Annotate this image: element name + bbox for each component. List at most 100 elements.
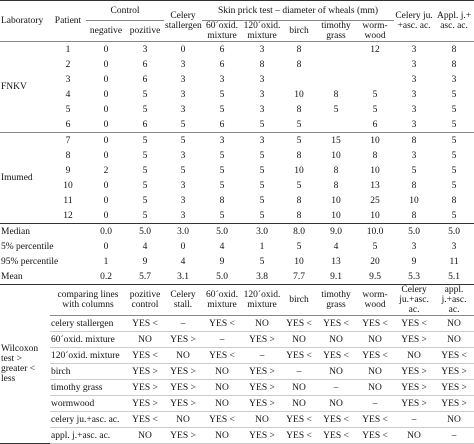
table-cell: 5 [259, 119, 265, 130]
table-cell: 5 [142, 180, 148, 191]
table-row: 2 0 6 3 6 8 8 3 8 [0, 57, 474, 72]
table-cell: 5 [259, 256, 265, 267]
table-cell: NO [316, 363, 356, 380]
table-cell: NO [394, 347, 435, 364]
table-cell: NO [202, 427, 242, 444]
table-cell: YES > [394, 363, 435, 380]
table-cell: 10 [63, 180, 73, 191]
table-cell: – [434, 427, 474, 444]
table-cell: 0 [103, 180, 109, 191]
table-cell: YES > [242, 379, 282, 396]
table-cell: YES > [242, 363, 282, 380]
table-cell: 3 [180, 180, 186, 191]
table-cell: 6 [219, 119, 225, 130]
table-cell: 0 [180, 241, 186, 252]
table-cell: 0 [103, 59, 109, 70]
table-cell: YES < [282, 315, 316, 332]
table-row: birch YES > YES > NO YES > – NO NO YES > YES > [0, 363, 474, 380]
column-header: pozitive [129, 26, 161, 36]
table-cell: YES > [164, 363, 202, 380]
column-header: Celery stall. [164, 284, 202, 316]
table-cell: YES < [126, 315, 164, 332]
table-cell: YES < [282, 411, 316, 428]
column-header: Laboratory [1, 16, 44, 26]
table-cell: – [316, 379, 356, 396]
table-cell: YES < [316, 315, 356, 332]
table-cell: 25 [370, 195, 380, 206]
table-cell: YES > [164, 379, 202, 396]
table-cell: 5 [451, 135, 457, 146]
table-cell: 3 [451, 241, 457, 252]
row-label: celery stallergen [50, 315, 126, 332]
row-label: birch [50, 363, 126, 380]
table-cell: 3 [142, 44, 148, 55]
column-header: Appl. j.+ asc. ac. [436, 11, 472, 31]
table-row: 6 0 6 5 6 5 5 6 3 5 [0, 117, 474, 133]
table-cell: YES > [126, 363, 164, 380]
table-cell: 4 [65, 89, 71, 100]
table-cell: 0 [103, 195, 109, 206]
column-header: Patient [54, 16, 82, 26]
table-cell: NO [356, 363, 395, 380]
table-cell: YES < [202, 347, 242, 364]
table-row: celery ju.+asc. ac. YES < NO YES < NO YES < YE… [0, 411, 474, 428]
row-label: 60´oxid. mixture [50, 331, 126, 348]
table-cell: 11 [63, 195, 73, 206]
table-cell: NO [434, 315, 474, 332]
table-cell: 5 [180, 119, 186, 130]
table-cell: 7.7 [293, 271, 305, 282]
table-cell: 9.5 [369, 271, 381, 282]
table-cell: 0 [103, 104, 109, 115]
table-cell: 0 [103, 135, 109, 146]
table-cell: NO [394, 427, 435, 444]
table-cell: 8 [451, 195, 457, 206]
table-cell: 3 [180, 210, 186, 221]
table-row: Laboratory Patient Control Celery stallerge… [0, 0, 474, 31]
column-header: worm-wood [356, 284, 395, 316]
column-header: 120´oxid. mixture [243, 21, 281, 41]
table-cell: YES > [126, 395, 164, 412]
table-cell: YES > [164, 395, 202, 412]
table-cell: 5 [219, 210, 225, 221]
table-cell: 13 [370, 180, 380, 191]
table-cell: 6 [142, 119, 148, 130]
column-header: 60´oxid. mixture [206, 21, 238, 41]
table-cell: 5 [142, 195, 148, 206]
table-cell: 5 [142, 89, 148, 100]
table-cell: 5 [451, 104, 457, 115]
table-row: appl. j.+asc. ac. NO YES > NO YES > YES < YES … [0, 427, 474, 444]
table-cell: YES < [356, 347, 395, 364]
table-cell: 3 [180, 59, 186, 70]
table-cell: 8 [411, 135, 417, 146]
table-cell: NO [434, 411, 474, 428]
table-row: wormwood YES > YES > NO YES > NO NO – YES > YES > [0, 395, 474, 412]
table-row: 12 0 5 3 5 5 8 10 10 8 5 [0, 208, 474, 224]
table-cell: 6 [372, 119, 378, 130]
row-label: 120´oxid. mixture [50, 347, 126, 364]
table-row: 120´oxid. mixture YES < NO YES < – YES < YES <… [0, 347, 474, 364]
table-cell: YES > [242, 427, 282, 444]
table-cell: YES < [202, 315, 242, 332]
table-cell: 10 [294, 256, 304, 267]
table-cell: 12 [63, 210, 73, 221]
row-label: Median [1, 226, 31, 237]
table-cell: NO [356, 379, 395, 396]
table-cell: 5 [372, 241, 378, 252]
table-cell: 5 [219, 150, 225, 161]
table-cell: 3 [411, 119, 417, 130]
table-cell: 5 [411, 165, 417, 176]
table-cell: 3 [411, 59, 417, 70]
column-header: timothy grass [316, 284, 356, 316]
table-cell: 3 [411, 74, 417, 85]
table-cell: 8 [65, 150, 71, 161]
table-cell: NO [126, 331, 164, 348]
table-cell: 2 [103, 165, 109, 176]
table-cell: 5.0 [139, 226, 151, 237]
table-cell: 5 [451, 89, 457, 100]
table-cell: YES < [282, 427, 316, 444]
table-cell: 3 [219, 135, 225, 146]
table-cell [282, 72, 316, 87]
table-cell: 5.3 [408, 271, 420, 282]
table-cell: – [282, 363, 316, 380]
